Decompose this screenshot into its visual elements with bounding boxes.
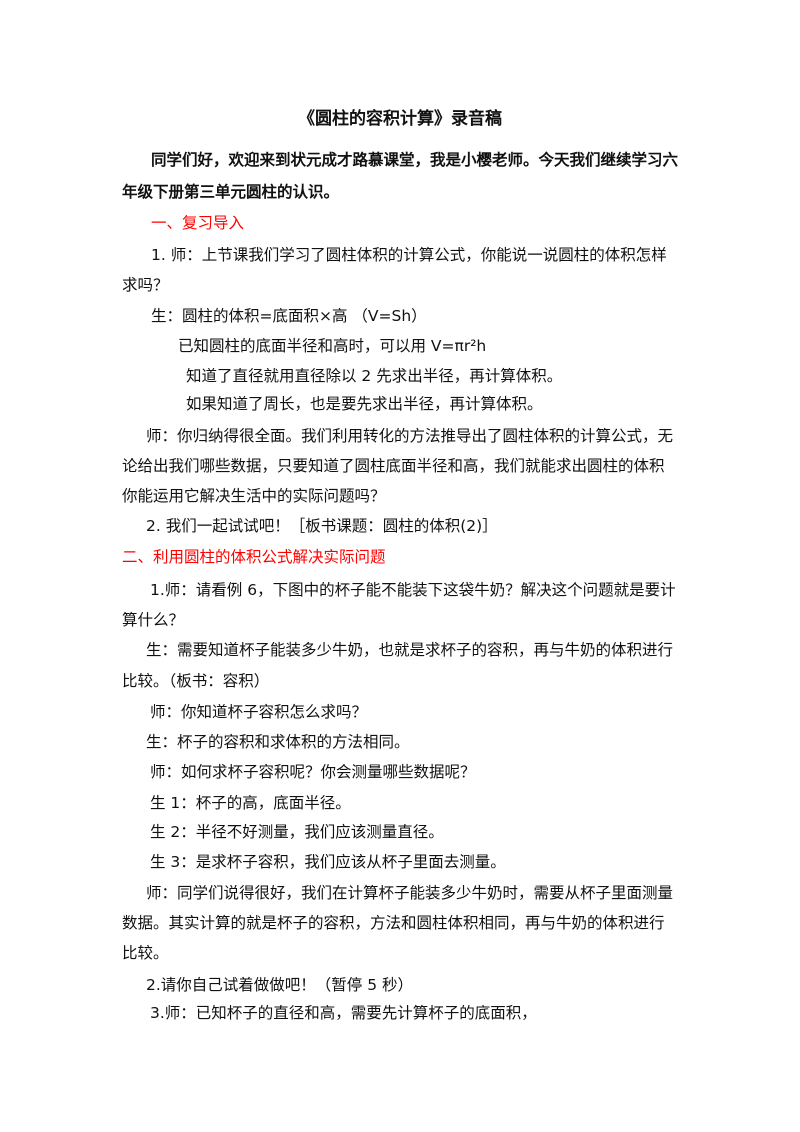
text-line: 师：如何求杯子容积呢？你会测量哪些数据呢？ [150, 763, 476, 781]
text-line: 生 3：是求杯子容积，我们应该从杯子里面去测量。 [150, 853, 506, 871]
text-line: 3.师：已知杯子的直径和高，需要先计算杯子的底面积， [150, 1004, 537, 1022]
text-line: 1. 师：上节课我们学习了圆柱体积的计算公式，你能说一说圆柱的体积怎样 [151, 246, 667, 264]
text-line: 师：你知道杯子容积怎么求吗？ [150, 703, 368, 721]
text-line: 2.请你自己试着做做吧！（暂停 5 秒） [146, 976, 414, 994]
text-line: 比较。（板书：容积） [122, 672, 270, 690]
text-line: 知道了直径就用直径除以 2 先求出半径，再计算体积。 [186, 367, 563, 385]
intro-line: 同学们好，欢迎来到状元成才路慕课堂，我是小樱老师。今天我们继续学习六 [151, 151, 679, 169]
section-heading: 二、利用圆柱的体积公式解决实际问题 [122, 548, 386, 566]
text-line: 比较。 [122, 944, 169, 962]
text-line: 生 2：半径不好测量，我们应该测量直径。 [150, 823, 444, 841]
text-line: 1.师：请看例 6，下图中的杯子能不能装下这袋牛奶？解决这个问题就是要计 [150, 581, 676, 599]
text-line: 生：需要知道杯子能装多少牛奶，也就是求杯子的容积，再与牛奶的体积进行 [146, 641, 674, 659]
section-heading: 一、复习导入 [151, 214, 245, 232]
text-line: 如果知道了周长，也是要先求出半径，再计算体积。 [186, 395, 543, 413]
text-line: 论给出我们哪些数据，只要知道了圆柱底面半径和高，我们就能求出圆柱的体积 [122, 457, 665, 475]
page-title: 《圆柱的容积计算》录音稿 [298, 109, 502, 129]
text-line: 你能运用它解决生活中的实际问题吗？ [122, 487, 386, 505]
text-line: 求吗？ [122, 276, 169, 294]
text-line: 生 1：杯子的高，底面半径。 [150, 794, 351, 812]
text-line: 师：你归纳得很全面。我们利用转化的方法推导出了圆柱体积的计算公式，无 [146, 427, 674, 445]
text-line: 算什么？ [122, 611, 185, 629]
text-line: 生：杯子的容积和求体积的方法相同。 [146, 733, 410, 751]
intro-line: 年级下册第三单元圆柱的认识。 [122, 183, 340, 201]
text-line: 数据。其实计算的就是杯子的容积，方法和圆柱体积相同，再与牛奶的体积进行 [122, 914, 665, 932]
text-line: 生：圆柱的体积=底面积×高 （V=Sh） [151, 307, 427, 325]
text-line: 2. 我们一起试试吧！［板书课题：圆柱的体积(2)］ [146, 517, 498, 535]
text-line: 师：同学们说得很好，我们在计算杯子能装多少牛奶时，需要从杯子里面测量 [146, 884, 674, 902]
text-line: 已知圆柱的底面半径和高时，可以用 V=πr²h [178, 337, 487, 355]
